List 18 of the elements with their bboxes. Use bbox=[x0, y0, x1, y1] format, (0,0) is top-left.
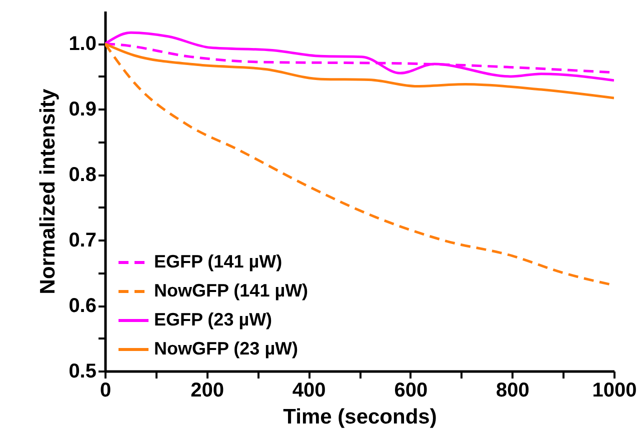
y-tick-label: 0.8 bbox=[68, 164, 96, 186]
legend-label: NowGFP (141 µW) bbox=[154, 280, 308, 300]
y-tick-label: 0.5 bbox=[68, 360, 96, 382]
x-tick-label: 800 bbox=[496, 380, 530, 402]
y-tick-label: 1.0 bbox=[68, 33, 96, 56]
x-tick-label: 1000 bbox=[592, 380, 637, 402]
x-tick-label: 600 bbox=[394, 380, 428, 402]
x-tick-label: 200 bbox=[190, 380, 224, 402]
x-tick-label: 0 bbox=[100, 380, 112, 402]
legend-label: EGFP (23 µW) bbox=[154, 310, 272, 330]
y-tick-label: 0.9 bbox=[68, 98, 96, 121]
x-tick-label: 400 bbox=[292, 380, 326, 402]
x-axis-title: Time (seconds) bbox=[283, 406, 437, 428]
y-tick-label: 0.6 bbox=[68, 295, 96, 318]
legend-label: NowGFP (23 µW) bbox=[154, 338, 298, 358]
y-axis-title: Normalized intensity bbox=[36, 88, 60, 294]
legend-label: EGFP (141 µW) bbox=[154, 252, 282, 272]
y-tick-label: 0.7 bbox=[68, 230, 96, 252]
